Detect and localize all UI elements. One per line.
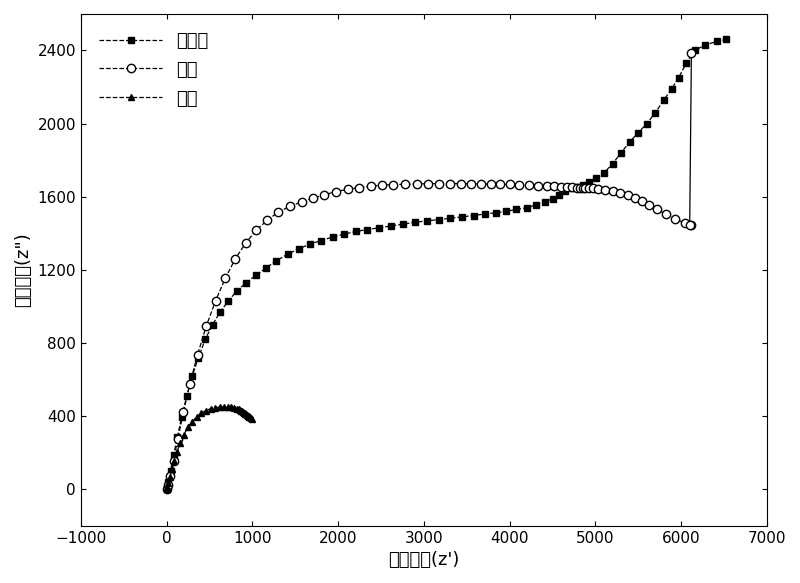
花岗岩	[251, 272, 261, 279]
砂岩	[165, 473, 174, 480]
泥岩	[556, 183, 566, 190]
砂岩	[241, 410, 250, 417]
砂岩	[162, 483, 172, 490]
砂岩	[239, 409, 249, 416]
砂岩	[226, 404, 236, 411]
砂岩	[172, 448, 182, 455]
砂岩	[175, 440, 185, 447]
砂岩	[170, 457, 179, 464]
砂岩	[242, 411, 251, 418]
砂岩	[240, 410, 250, 417]
花岗岩	[458, 213, 467, 220]
泥岩	[505, 181, 514, 188]
砂岩	[245, 413, 254, 420]
砂岩	[210, 404, 220, 411]
砂岩	[246, 414, 255, 421]
砂岩	[222, 403, 232, 410]
砂岩	[243, 412, 253, 419]
花岗岩	[642, 120, 652, 127]
砂岩	[238, 408, 247, 415]
泥岩	[686, 222, 696, 229]
砂岩	[219, 403, 229, 410]
砂岩	[163, 479, 173, 486]
砂岩	[232, 405, 242, 412]
砂岩	[238, 409, 248, 416]
Line: 砂岩: 砂岩	[163, 403, 256, 493]
砂岩	[242, 412, 252, 419]
泥岩	[202, 323, 211, 330]
砂岩	[241, 410, 250, 417]
泥岩	[434, 180, 444, 187]
花岗岩	[294, 245, 303, 252]
泥岩	[162, 486, 171, 493]
砂岩	[214, 403, 224, 410]
砂岩	[246, 415, 256, 422]
Legend: 花岗岩, 泥岩, 砂岩: 花岗岩, 泥岩, 砂岩	[90, 23, 218, 117]
砂岩	[237, 407, 246, 414]
砂岩	[206, 405, 215, 412]
砂岩	[244, 413, 254, 420]
花岗岩	[721, 36, 730, 43]
砂岩	[187, 418, 197, 425]
砂岩	[234, 406, 243, 413]
Line: 花岗岩: 花岗岩	[163, 36, 729, 492]
Line: 泥岩: 泥岩	[162, 180, 695, 493]
Y-axis label: 阻抗虚部(z"): 阻抗虚部(z")	[14, 233, 32, 307]
泥岩	[550, 182, 559, 189]
砂岩	[229, 404, 238, 411]
砂岩	[167, 466, 177, 473]
砂岩	[183, 424, 193, 431]
砂岩	[197, 410, 206, 417]
花岗岩	[162, 486, 171, 493]
X-axis label: 阻抗实部(z'): 阻抗实部(z')	[388, 551, 459, 569]
砂岩	[201, 407, 210, 414]
花岗岩	[386, 223, 396, 230]
砂岩	[235, 406, 245, 413]
砂岩	[179, 431, 189, 438]
砂岩	[192, 413, 202, 420]
砂岩	[248, 415, 258, 422]
泥岩	[400, 181, 410, 188]
砂岩	[162, 486, 171, 493]
泥岩	[466, 180, 476, 187]
花岗岩	[700, 41, 710, 48]
